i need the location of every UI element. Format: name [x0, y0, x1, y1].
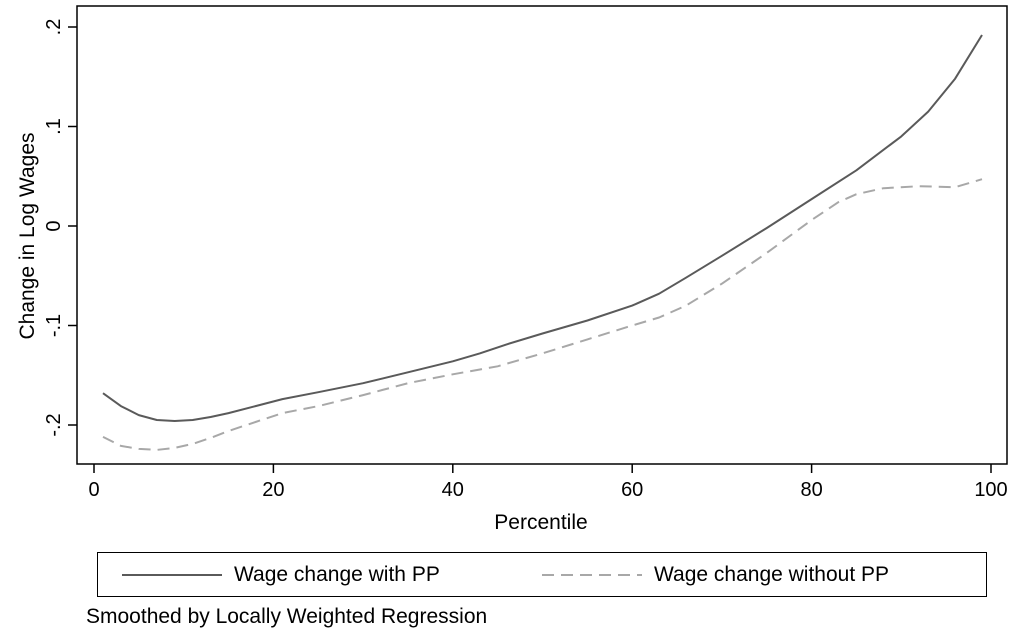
x-tick-label: 60: [621, 479, 643, 501]
x-tick-label: 100: [974, 479, 1007, 501]
legend-item-without-pp: Wage change without PP: [542, 553, 889, 596]
y-tick-label: -.2: [43, 413, 65, 436]
legend-swatch-without-pp: [542, 573, 642, 576]
x-tick-label: 80: [800, 479, 822, 501]
plot-border: [76, 5, 1008, 465]
x-tick-label: 40: [442, 479, 464, 501]
legend-label-with-pp: Wage change with PP: [234, 562, 440, 586]
chart-note: Smoothed by Locally Weighted Regression: [86, 605, 488, 628]
series-line-0: [102, 34, 983, 422]
plot-frame: [76, 5, 1008, 465]
y-tick-label: -.1: [43, 314, 65, 337]
y-axis: -.2 -.1 0 .1 .2: [43, 19, 77, 437]
series-group: [102, 34, 983, 451]
legend-item-with-pp: Wage change with PP: [122, 553, 440, 596]
x-tick-label: 20: [262, 479, 284, 501]
legend: Wage change with PP Wage change without …: [97, 552, 987, 597]
y-axis-title: Change in Log Wages: [16, 132, 39, 339]
legend-label-without-pp: Wage change without PP: [654, 562, 890, 586]
x-tick-label: 0: [88, 479, 99, 501]
series-line-1: [102, 178, 983, 451]
x-axis: 0 20 40 60 80 100: [88, 464, 1008, 501]
y-tick-label: .2: [43, 19, 65, 36]
y-tick-label: 0: [43, 220, 65, 231]
x-axis-title: Percentile: [494, 511, 587, 534]
y-tick-label: .1: [43, 118, 65, 135]
legend-swatch-with-pp: [122, 573, 222, 576]
